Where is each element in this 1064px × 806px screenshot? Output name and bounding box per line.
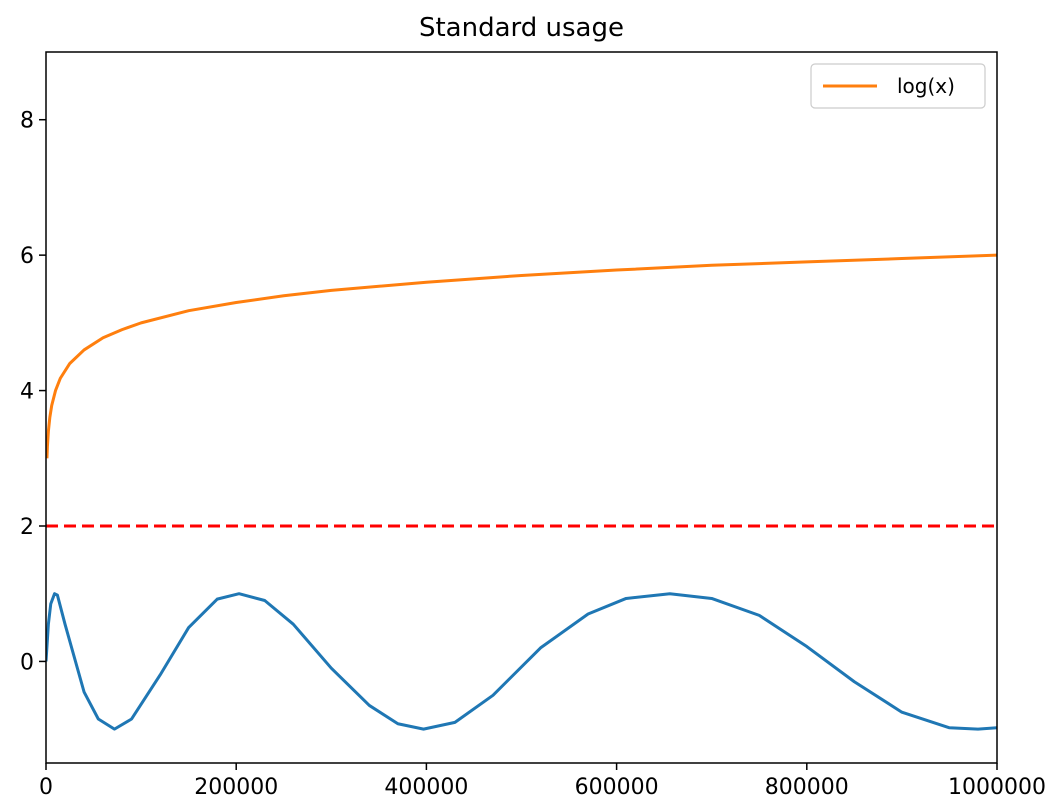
legend-box [810, 63, 986, 109]
x-tick-label: 800000 [765, 775, 849, 800]
series-line-0 [46, 592, 997, 731]
x-tick-label: 200000 [194, 775, 278, 800]
legend-label: log(x) [897, 74, 955, 98]
y-tick-label: 4 [20, 380, 34, 405]
x-tick-label: 0 [39, 775, 53, 800]
x-tick-label: 600000 [575, 775, 659, 800]
y-tick-label: 0 [20, 650, 34, 675]
axes-frame [45, 51, 998, 764]
plot-area [46, 253, 997, 731]
y-tick-label: 2 [20, 515, 34, 540]
series-line-1 [46, 253, 997, 459]
chart-title: Standard usage [419, 13, 624, 43]
y-tick-label: 8 [20, 109, 34, 134]
x-tick-label: 400000 [384, 775, 468, 800]
x-tick-label: 1000000 [948, 775, 1046, 800]
y-tick-label: 6 [20, 244, 34, 269]
